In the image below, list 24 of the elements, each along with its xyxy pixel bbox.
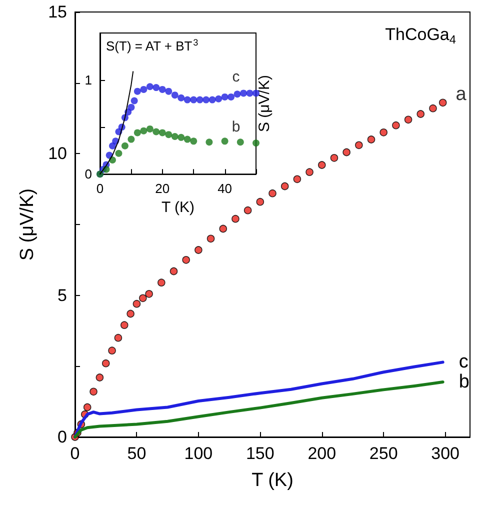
x-tick-label: 20 xyxy=(155,181,170,196)
x-tick-label: 200 xyxy=(308,444,336,463)
y-axis-title: S (μV/K) xyxy=(256,75,273,132)
x-axis-title: T (K) xyxy=(161,199,195,216)
y-tick-label: 0 xyxy=(58,428,67,446)
x-tick-label: 50 xyxy=(127,444,146,463)
y-tick-label: 5 xyxy=(58,286,67,305)
x-tick-label: 0 xyxy=(70,444,80,463)
series-label: b xyxy=(458,372,470,393)
x-tick-label: 150 xyxy=(246,444,274,463)
series-label: c xyxy=(232,68,240,86)
series-label: b xyxy=(232,118,240,136)
y-tick-label: 1 xyxy=(84,72,92,88)
x-tick-label: 100 xyxy=(184,444,213,463)
y-axis-title: S (μV/K) xyxy=(17,188,38,261)
x-tick-label: 250 xyxy=(369,444,398,463)
x-tick-label: 40 xyxy=(218,181,232,196)
x-tick-label: 0 xyxy=(96,181,104,196)
series-label: c xyxy=(458,352,468,373)
y-tick-label: 10 xyxy=(48,144,67,164)
x-axis-title: T (K) xyxy=(252,470,294,491)
y-tick-label: 15 xyxy=(48,2,67,22)
x-tick-label: 300 xyxy=(431,444,460,463)
series-label: a xyxy=(456,84,467,106)
